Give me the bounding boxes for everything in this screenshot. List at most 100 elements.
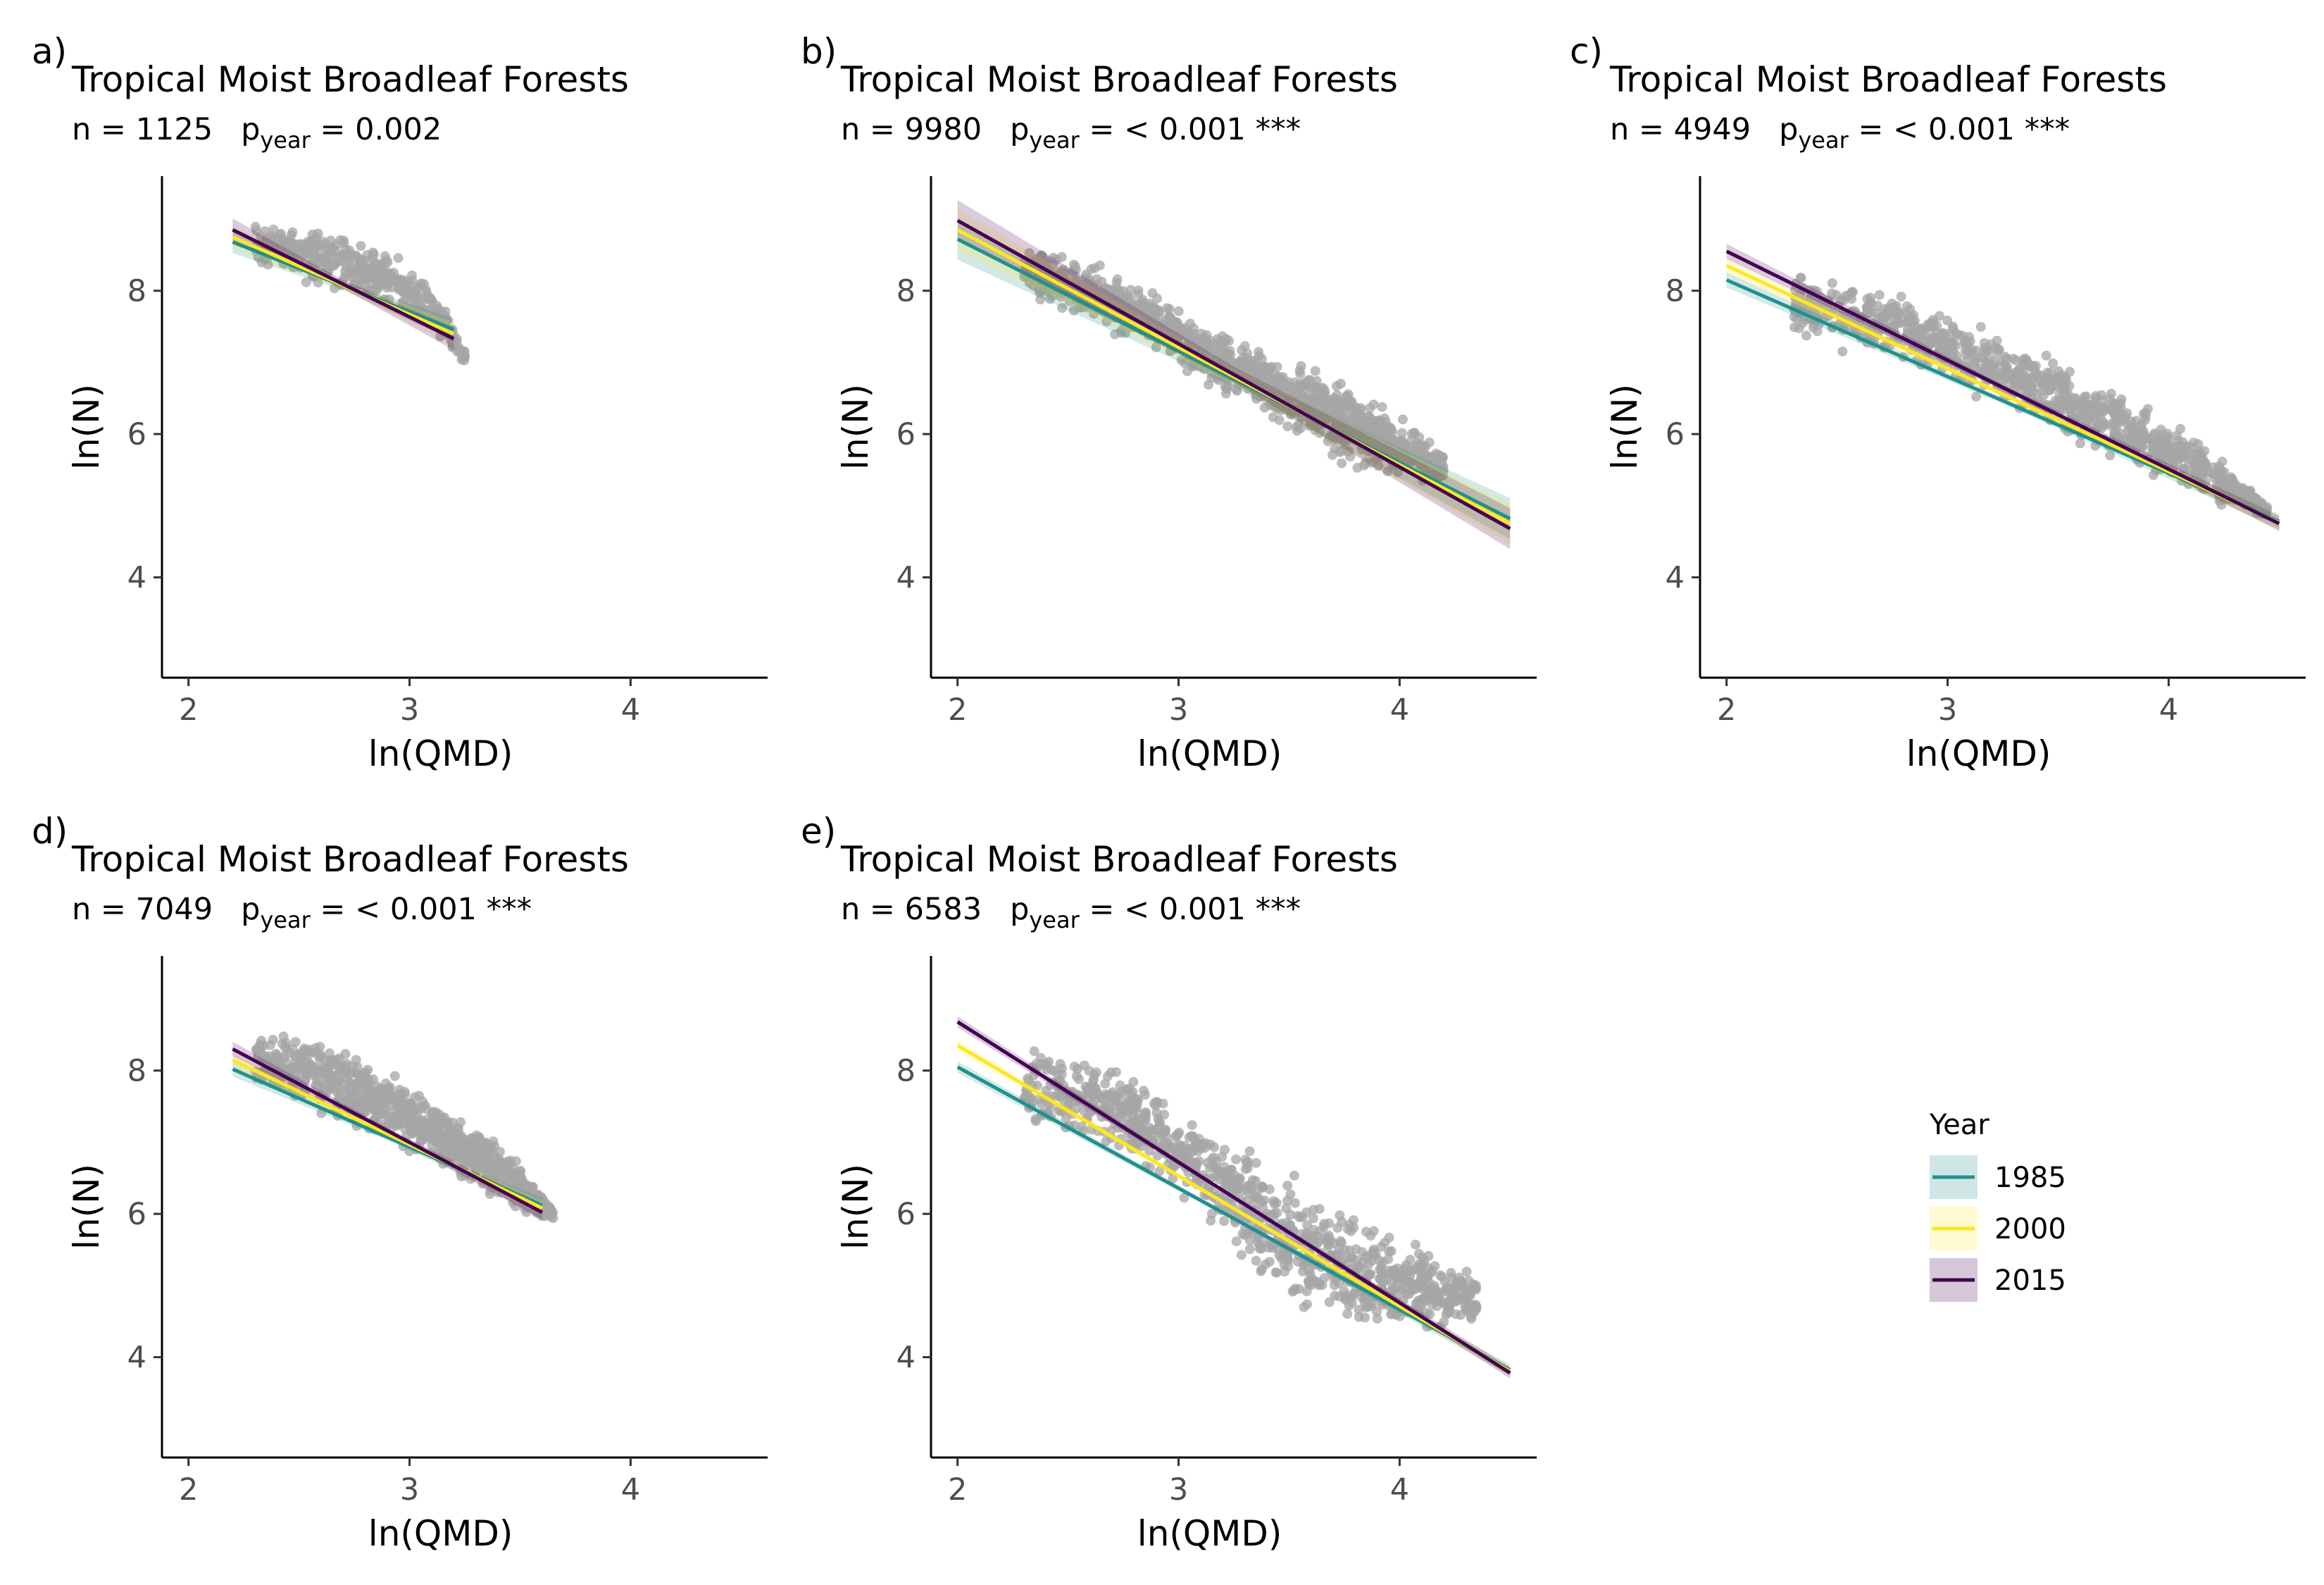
data-point	[1989, 360, 1999, 371]
data-point	[1068, 259, 1079, 270]
data-point	[1154, 306, 1165, 316]
p-subscript: year	[1029, 907, 1080, 933]
data-point	[390, 1107, 401, 1117]
data-point	[1347, 1253, 1358, 1263]
data-point	[1184, 1132, 1194, 1143]
data-point	[1125, 285, 1136, 295]
data-point	[1365, 403, 1375, 414]
data-point	[1269, 1199, 1280, 1210]
data-point	[1244, 1235, 1255, 1245]
data-point	[1222, 384, 1232, 394]
data-point	[2193, 439, 2204, 449]
y-tick-label: 8	[1666, 274, 1685, 309]
data-point	[1365, 426, 1375, 437]
data-point	[1341, 391, 1351, 402]
panel-title: Tropical Moist Broadleaf Forests	[840, 59, 1398, 100]
data-point	[329, 283, 339, 294]
data-point	[1220, 347, 1231, 358]
data-point	[315, 1052, 325, 1062]
data-point	[360, 1083, 370, 1093]
data-point	[325, 1073, 335, 1083]
data-point	[1801, 330, 1811, 341]
data-point	[2179, 465, 2189, 476]
data-point	[1901, 301, 1912, 311]
data-point	[380, 1093, 391, 1104]
data-point	[361, 1068, 371, 1078]
data-point	[1414, 432, 1425, 442]
y-axis-title: ln(N)	[1604, 384, 1645, 470]
data-point	[1133, 289, 1144, 299]
data-point	[1049, 1066, 1060, 1076]
data-point	[2013, 365, 2024, 375]
x-tick-label: 2	[948, 692, 967, 728]
data-point	[1173, 306, 1184, 316]
data-point	[1285, 1220, 1294, 1230]
data-point	[1380, 1238, 1390, 1248]
n-label: n = 6583	[841, 892, 982, 927]
data-point	[1253, 1193, 1263, 1203]
data-point	[447, 1117, 458, 1128]
data-point	[470, 1153, 480, 1164]
data-point	[1471, 1281, 1482, 1291]
data-point	[1174, 1127, 1185, 1138]
data-point	[1301, 1286, 1312, 1297]
data-point	[1024, 278, 1035, 288]
p-value: = < 0.001 ***	[1849, 112, 2070, 147]
y-tick-label: 8	[127, 274, 146, 309]
y-tick-label: 4	[127, 561, 146, 596]
data-point	[1061, 1112, 1071, 1123]
data-point	[1979, 347, 1989, 357]
data-point	[1298, 391, 1308, 402]
data-point	[389, 1116, 399, 1126]
data-point	[410, 290, 420, 301]
data-point	[1256, 1266, 1266, 1276]
data-point	[2179, 453, 2189, 464]
panel-title: Tropical Moist Broadleaf Forests	[71, 839, 629, 880]
data-point	[499, 1169, 508, 1179]
data-point	[1427, 1283, 1437, 1293]
data-point	[1442, 1307, 1453, 1317]
data-point	[1896, 292, 1906, 302]
data-point	[1837, 347, 1848, 356]
data-point	[300, 1057, 311, 1068]
data-point	[270, 1052, 280, 1062]
data-point	[1082, 1083, 1092, 1094]
data-point	[1415, 1278, 1425, 1288]
data-point	[289, 1064, 299, 1075]
data-point	[1349, 425, 1359, 436]
data-point	[1204, 344, 1215, 355]
data-point	[1323, 409, 1334, 420]
data-point	[2042, 373, 2053, 384]
data-point	[1068, 267, 1079, 278]
data-point	[370, 1099, 380, 1110]
data-point	[1139, 1090, 1150, 1100]
data-point	[1168, 1173, 1178, 1183]
data-point	[2011, 355, 2021, 366]
data-point	[373, 269, 384, 279]
data-point	[2162, 431, 2173, 442]
data-point	[1242, 1184, 1253, 1195]
data-point	[467, 1133, 477, 1144]
data-point	[1292, 422, 1302, 433]
data-point	[427, 1117, 437, 1127]
p-prefix: p	[1010, 112, 1029, 147]
data-point	[453, 1131, 463, 1142]
data-point	[1194, 1156, 1204, 1167]
data-point	[1242, 1163, 1253, 1173]
data-point	[400, 1124, 411, 1135]
data-point	[489, 1140, 499, 1151]
data-point	[1089, 1069, 1099, 1080]
n-label: n = 1125	[72, 112, 213, 147]
data-point	[1120, 1101, 1130, 1112]
data-point	[1809, 307, 1820, 318]
panel-subtitle: n = 7049 pyear = < 0.001 ***	[72, 892, 532, 933]
data-point	[516, 1167, 526, 1177]
data-point	[1324, 1297, 1335, 1307]
data-point	[2171, 430, 2182, 441]
data-point	[1827, 288, 1837, 299]
data-point	[1285, 1189, 1296, 1200]
legend-entry-2000: 2000	[1930, 1207, 2066, 1250]
data-point	[1128, 1076, 1139, 1087]
data-point	[1795, 273, 1806, 283]
